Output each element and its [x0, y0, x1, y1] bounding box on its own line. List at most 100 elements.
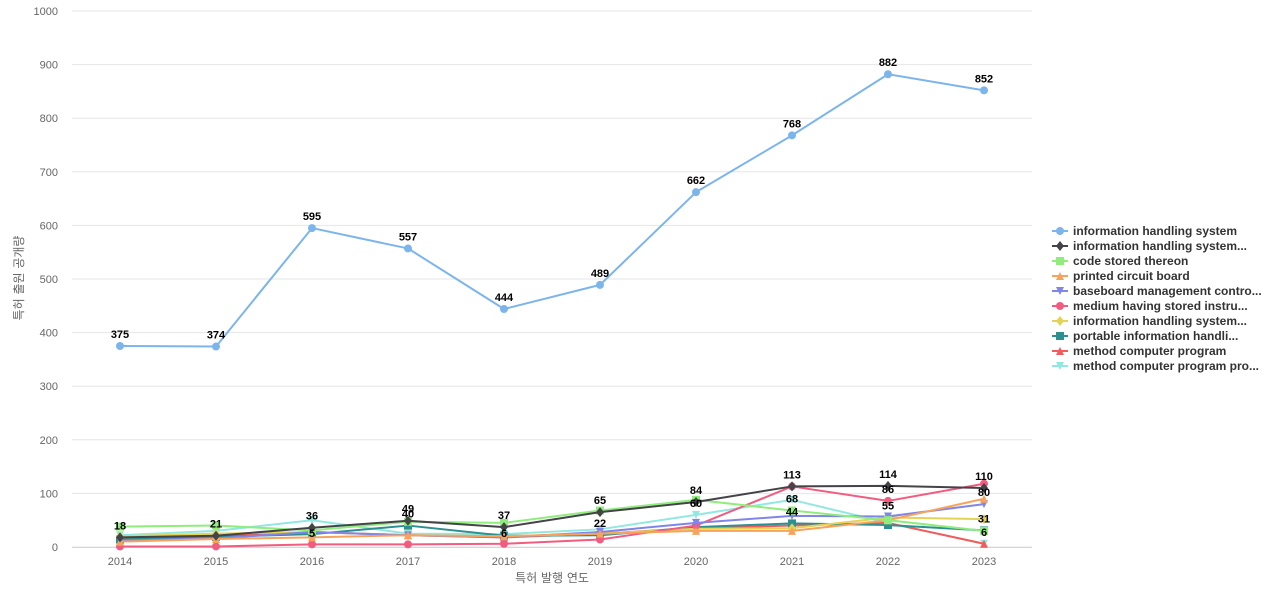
data-point [788, 481, 796, 492]
y-tick-label: 500 [40, 274, 58, 286]
legend-label: portable information handli... [1073, 329, 1238, 343]
legend-marker-icon [1056, 332, 1064, 340]
data-label: 55 [882, 501, 894, 513]
legend-item[interactable]: baseboard management contro... [1052, 284, 1262, 298]
legend-label: method computer program [1073, 344, 1226, 358]
data-label: 444 [495, 292, 514, 304]
y-tick-label: 900 [40, 60, 58, 72]
legend-marker-icon [1056, 287, 1064, 295]
axes: 0 100 200 300 400 500 600 700 800 900 1000 2014 2015… [34, 6, 1032, 568]
legend-item[interactable]: information handling system... [1052, 239, 1247, 253]
data-point [212, 542, 220, 551]
legend-item[interactable]: printed circuit board [1052, 269, 1190, 283]
legend-item[interactable]: method computer program [1052, 344, 1226, 358]
x-tick-label: 2018 [492, 556, 516, 568]
data-label: 375 [111, 329, 129, 341]
legend-item[interactable]: portable information handli... [1052, 329, 1238, 343]
data-point [788, 526, 796, 535]
data-point [116, 522, 124, 531]
data-label: 114 [879, 469, 898, 481]
data-point [308, 533, 316, 542]
legend-marker-icon [1056, 241, 1064, 251]
legend-item[interactable]: medium having stored instru... [1052, 299, 1248, 313]
data-point [980, 86, 988, 95]
data-point [980, 494, 988, 503]
legend-item[interactable]: information handling system... [1052, 314, 1247, 328]
data-point [500, 305, 508, 314]
legend-label: baseboard management contro... [1073, 284, 1262, 298]
legend-item[interactable]: method computer program pro... [1052, 359, 1259, 373]
data-label: 6 [981, 527, 987, 539]
data-point [980, 539, 988, 548]
data-point [788, 495, 796, 504]
data-point [980, 526, 988, 535]
data-point [308, 522, 316, 533]
data-label: 18 [114, 520, 126, 532]
data-label: 595 [303, 211, 321, 223]
data-label: 37 [498, 510, 510, 522]
x-tick-label: 2023 [972, 556, 996, 568]
data-label: 768 [783, 118, 801, 130]
x-tick-label: 2015 [204, 556, 228, 568]
data-point [212, 530, 220, 541]
y-tick-label: 600 [40, 220, 58, 232]
legend-label: information handling system... [1073, 314, 1247, 328]
y-tick-label: 1000 [34, 6, 58, 18]
data-label: 36 [306, 511, 318, 523]
legend-item[interactable]: code stored thereon [1052, 254, 1188, 268]
data-point [500, 522, 508, 533]
data-point [692, 510, 700, 519]
y-tick-label: 700 [40, 167, 58, 179]
data-point [116, 532, 124, 543]
data-point [212, 342, 220, 351]
data-label: 44 [786, 506, 799, 518]
data-point [404, 515, 412, 526]
y-axis-title: 특허 출원 공개량 [12, 236, 26, 321]
data-point [884, 480, 892, 491]
data-point [116, 342, 124, 350]
data-label: 40 [402, 509, 414, 521]
data-point [596, 507, 604, 518]
x-axis-title: 특허 발행 연도 [515, 570, 589, 585]
data-label: 374 [207, 330, 226, 342]
data-label: 489 [591, 268, 609, 280]
data-point [596, 280, 604, 289]
data-label: 80 [978, 487, 990, 499]
data-point [884, 70, 892, 79]
data-label: 31 [978, 513, 990, 525]
series-line [120, 482, 985, 548]
data-point [884, 521, 892, 530]
legend-marker-icon [1056, 302, 1064, 310]
data-point [404, 244, 412, 253]
series-group [116, 70, 988, 351]
data-point [788, 506, 796, 515]
x-tick-label: 2014 [108, 556, 132, 568]
data-label: 6 [501, 528, 507, 540]
series-line [119, 497, 985, 543]
data-point [692, 518, 700, 527]
series-line [119, 498, 985, 545]
data-label: 113 [783, 469, 801, 481]
x-tick-label: 2022 [876, 556, 900, 568]
data-point [596, 529, 604, 538]
series-line [119, 484, 985, 539]
data-label: 49 [402, 504, 414, 516]
data-point [308, 224, 316, 233]
x-tick-label: 2019 [588, 556, 612, 568]
y-tick-label: 300 [40, 381, 58, 393]
data-label: 68 [786, 494, 798, 506]
legend-marker-icon [1056, 272, 1064, 280]
data-point [404, 540, 412, 549]
series-line [119, 73, 985, 348]
data-point [308, 516, 316, 525]
x-tick-label: 2016 [300, 556, 324, 568]
data-point [500, 532, 508, 541]
data-label: 22 [594, 518, 606, 530]
legend-label: information handling system... [1073, 239, 1247, 253]
legend-marker-icon [1056, 227, 1064, 235]
legend-item[interactable]: information handling system [1052, 224, 1237, 238]
y-tick-label: 200 [40, 435, 58, 447]
